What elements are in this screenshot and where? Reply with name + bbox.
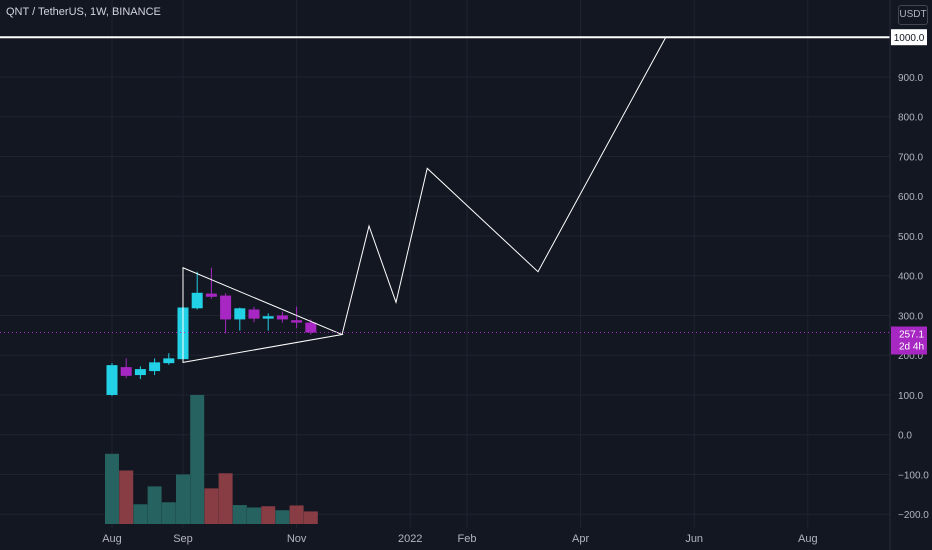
- price-tick-label: 900.0: [898, 73, 923, 84]
- time-tick-label: Nov: [287, 533, 307, 545]
- candles: [106, 267, 317, 396]
- candle-body: [120, 367, 132, 376]
- candle-body: [106, 365, 118, 395]
- volume-bar: [303, 511, 318, 524]
- drawings: [0, 36, 890, 363]
- time-axis[interactable]: Aug Sep Nov 2022 Feb Apr Jun Aug: [102, 533, 817, 545]
- bar-countdown: 2d 4h: [899, 342, 924, 353]
- candle-body: [134, 369, 146, 376]
- candle-body: [248, 309, 260, 319]
- volume-bar: [161, 502, 176, 524]
- price-tick-label: 600.0: [898, 192, 923, 203]
- volume-bar: [204, 488, 219, 524]
- current-price-badge: [891, 326, 927, 355]
- candle-body: [163, 358, 175, 364]
- candle-body: [149, 362, 161, 372]
- time-tick-label: Aug: [102, 533, 122, 545]
- candle-body: [234, 308, 246, 320]
- price-axis[interactable]: 900.0 800.0 700.0 600.0 500.0 400.0 300.0 200.0…: [898, 73, 929, 521]
- price-tick-label: 800.0: [898, 113, 923, 124]
- volume-bar: [289, 505, 304, 524]
- candle-body: [205, 293, 217, 297]
- axis-badges: 1000.0 257.12d 4h: [891, 29, 927, 355]
- volume-bar: [218, 473, 233, 524]
- price-tick-label: 500.0: [898, 232, 923, 243]
- time-tick-label: Apr: [572, 533, 589, 545]
- volume-bar: [275, 510, 290, 524]
- price-tick-label: 400.0: [898, 272, 923, 283]
- symbol-title: QNT / TetherUS, 1W, BINANCE: [6, 6, 161, 18]
- volume-bar: [247, 507, 261, 524]
- candle-body: [220, 295, 232, 320]
- level-badge: [891, 29, 927, 46]
- time-tick-label: Jun: [685, 533, 703, 545]
- time-tick-label: Aug: [798, 533, 818, 545]
- volume-bar: [147, 486, 162, 524]
- candle-body: [191, 292, 203, 309]
- price-tick-label: 0.0: [898, 431, 912, 442]
- time-tick-label: Sep: [173, 533, 193, 545]
- volume-bar: [176, 474, 190, 524]
- currency-badge[interactable]: USDT: [898, 5, 928, 25]
- volume-bar: [232, 505, 247, 524]
- candle-body: [291, 320, 303, 323]
- candle-body: [305, 322, 317, 333]
- price-tick-label: 700.0: [898, 152, 923, 163]
- grid-lines: [0, 0, 890, 528]
- candle-body: [276, 315, 288, 320]
- candle-body: [262, 316, 274, 319]
- time-tick-label: 2022: [398, 533, 422, 545]
- volume-bar: [133, 504, 148, 524]
- time-tick-label: Feb: [458, 533, 477, 545]
- triangle-pattern: [182, 266, 344, 363]
- level-badge-label: 1000.0: [894, 33, 925, 44]
- price-tick-label: −100.0: [898, 470, 929, 481]
- volume-bar: [119, 470, 134, 524]
- volume-bars: [105, 394, 318, 524]
- volume-bar: [190, 394, 205, 524]
- current-price-value: 257.1: [899, 330, 924, 341]
- projection-path: [341, 36, 667, 335]
- volume-bar: [261, 506, 276, 524]
- volume-bar: [105, 453, 119, 524]
- price-tick-label: 200.0: [898, 351, 923, 362]
- price-tick-label: 300.0: [898, 311, 923, 322]
- price-tick-label: 100.0: [898, 391, 923, 402]
- price-tick-label: −200.0: [898, 510, 929, 521]
